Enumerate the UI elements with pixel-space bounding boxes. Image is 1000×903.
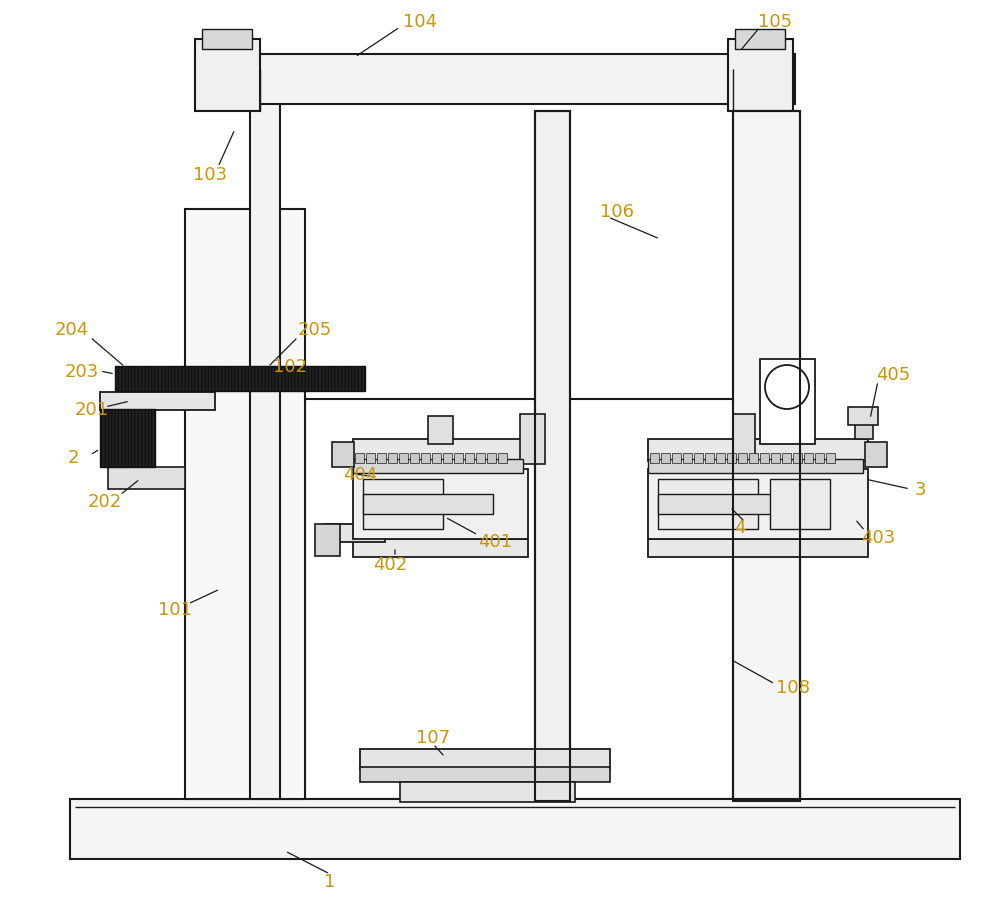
Bar [325, 525, 385, 543]
Bar [366, 453, 375, 463]
Bar [353, 539, 528, 557]
Bar [100, 410, 155, 468]
Bar [535, 112, 570, 801]
Bar [388, 453, 397, 463]
Text: 201: 201 [75, 401, 109, 418]
Bar [353, 470, 528, 539]
Bar [202, 30, 252, 50]
Text: 101: 101 [158, 600, 192, 619]
Bar [782, 453, 791, 463]
Bar [363, 495, 493, 515]
Text: 2: 2 [67, 449, 79, 467]
Bar [315, 525, 340, 556]
Text: 404: 404 [343, 465, 377, 483]
Bar [377, 453, 386, 463]
Bar [115, 367, 365, 392]
Bar [100, 393, 215, 411]
Text: 1: 1 [324, 872, 336, 890]
Bar [498, 453, 507, 463]
Bar [771, 453, 780, 463]
Bar [360, 749, 610, 769]
Bar [108, 468, 185, 489]
Bar [400, 782, 575, 802]
Bar [728, 40, 793, 112]
Bar [661, 453, 670, 463]
Bar [770, 479, 830, 529]
Bar [749, 453, 758, 463]
Bar [705, 453, 714, 463]
Circle shape [765, 366, 809, 410]
Text: 104: 104 [403, 13, 437, 31]
Bar [428, 416, 453, 444]
Bar [760, 359, 815, 444]
Text: 405: 405 [876, 366, 910, 384]
Bar [733, 112, 800, 799]
Bar [672, 453, 681, 463]
Bar [421, 453, 430, 463]
Text: 203: 203 [65, 363, 99, 380]
Bar [363, 479, 443, 529]
Bar [648, 539, 868, 557]
Bar [305, 399, 800, 799]
Bar [793, 453, 802, 463]
Text: 402: 402 [373, 555, 407, 573]
Bar [399, 453, 408, 463]
Text: 403: 403 [861, 528, 895, 546]
Bar [738, 453, 747, 463]
Bar [185, 209, 305, 799]
Text: 3: 3 [914, 480, 926, 498]
Bar [454, 453, 463, 463]
Bar [443, 453, 452, 463]
Bar [332, 442, 354, 468]
Bar [195, 55, 795, 105]
Text: 102: 102 [273, 358, 307, 376]
Bar [815, 453, 824, 463]
Text: 107: 107 [416, 728, 450, 746]
Bar [250, 100, 280, 799]
Bar [716, 453, 725, 463]
Bar [432, 453, 441, 463]
Bar [848, 407, 878, 425]
Bar [535, 112, 570, 799]
Bar [683, 453, 692, 463]
Bar [648, 440, 868, 461]
Bar [855, 414, 873, 440]
Text: 108: 108 [776, 678, 810, 696]
Text: 202: 202 [88, 492, 122, 510]
Bar [733, 112, 800, 801]
Bar [733, 414, 755, 464]
Text: 204: 204 [55, 321, 89, 339]
Text: 105: 105 [758, 13, 792, 31]
Bar [465, 453, 474, 463]
Text: 106: 106 [600, 203, 634, 220]
Bar [694, 453, 703, 463]
Bar [476, 453, 485, 463]
Bar [360, 768, 610, 782]
Bar [760, 453, 769, 463]
Bar [353, 440, 528, 461]
Text: 103: 103 [193, 166, 227, 184]
Bar [658, 495, 828, 515]
Bar [195, 40, 260, 112]
Bar [648, 470, 868, 539]
Bar [735, 30, 785, 50]
Text: 205: 205 [298, 321, 332, 339]
Bar [487, 453, 496, 463]
Text: 401: 401 [478, 533, 512, 551]
Bar [865, 442, 887, 468]
Bar [353, 460, 523, 473]
Bar [650, 453, 659, 463]
Bar [727, 453, 736, 463]
Bar [520, 414, 545, 464]
Bar [658, 479, 758, 529]
Bar [804, 453, 813, 463]
Bar [410, 453, 419, 463]
Bar [355, 453, 364, 463]
Bar [70, 799, 960, 859]
Bar [648, 460, 863, 473]
Text: 4: 4 [734, 518, 746, 536]
Bar [826, 453, 835, 463]
